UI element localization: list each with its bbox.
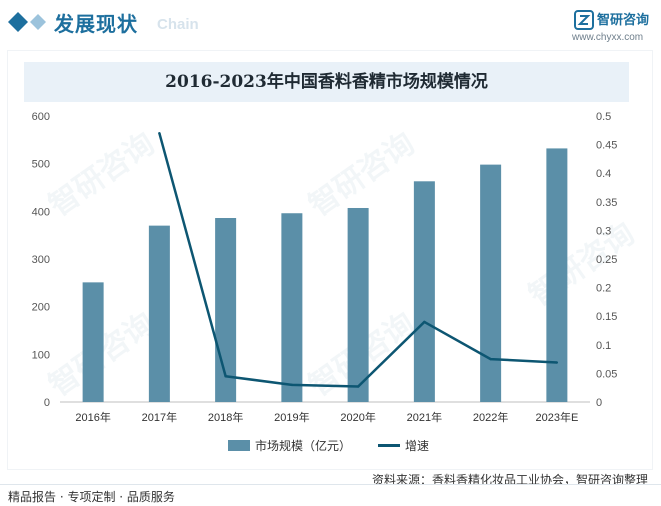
y-left-tick-label: 400 [32, 206, 50, 218]
y-right-tick-label: 0.15 [596, 311, 617, 323]
growth-point [158, 131, 161, 135]
legend-swatch-line [378, 444, 400, 447]
y-left-tick-label: 0 [44, 397, 50, 409]
y-right-tick-label: 0.4 [596, 168, 611, 180]
bar [82, 282, 104, 402]
bar [480, 164, 502, 402]
bar [413, 181, 435, 402]
y-right-tick-label: 0.5 [596, 111, 611, 123]
x-tick-label: 2020年 [340, 410, 375, 424]
y-left-tick-label: 500 [32, 159, 50, 171]
y-left-tick-label: 200 [32, 302, 50, 314]
y-right-tick-label: 0.25 [596, 254, 617, 266]
chart-legend: 市场规模（亿元） 增速 [0, 436, 661, 454]
section-header: 发展现状 Chain 智研咨询 www.chyxx.com [0, 0, 661, 44]
bar [546, 148, 568, 402]
x-tick-label: 2016年 [75, 410, 110, 424]
chart-title: 2016-2023年中国香料香精市场规模情况 [165, 72, 488, 92]
small-diamond-icon [30, 14, 46, 30]
bar [347, 207, 369, 402]
growth-point [290, 383, 294, 387]
source-note: 资料来源：香料香精化妆品工业协会，智研咨询整理 [371, 473, 648, 487]
chart-panel [7, 50, 653, 470]
growth-point [423, 320, 426, 324]
footer-band: 精品报告 · 专项定制 · 品质服务 [0, 484, 661, 506]
y-left-tick-label: 100 [32, 349, 50, 361]
brand-url: www.chyxx.com [572, 32, 644, 43]
x-tick-label: 2017年 [142, 410, 177, 424]
x-tick-label: 2019年 [274, 410, 309, 424]
y-left-tick-label: 300 [32, 254, 50, 266]
legend-swatch-bar [228, 440, 250, 451]
brand-name: 智研咨询 [597, 13, 650, 28]
y-left-tick-label: 600 [32, 111, 50, 123]
legend-label: 市场规模（亿元） [255, 439, 352, 453]
diamond-icon [8, 12, 28, 32]
legend-item-market-size: 市场规模（亿元） [228, 436, 368, 454]
legend-label: 增速 [405, 439, 430, 453]
bar [148, 225, 170, 402]
growth-point [489, 357, 492, 361]
y-right-tick-label: 0.3 [596, 225, 611, 237]
y-right-tick-label: 0.05 [596, 368, 617, 380]
section-title: 发展现状 [54, 12, 138, 36]
y-right-tick-label: 0 [596, 397, 602, 409]
growth-point [555, 361, 559, 364]
x-tick-label: 2021年 [407, 410, 442, 424]
y-right-tick-label: 0.1 [596, 340, 611, 352]
growth-point [356, 385, 360, 388]
x-tick-label: 2022年 [473, 410, 508, 424]
growth-point [224, 375, 227, 378]
brand-logo-icon [574, 10, 594, 30]
y-right-tick-label: 0.35 [596, 197, 617, 209]
y-right-tick-label: 0.2 [596, 283, 611, 295]
x-tick-label: 2023年E [535, 410, 578, 424]
x-tick-label: 2018年 [208, 410, 243, 424]
chart-title-bar: 2016-2023年中国香料香精市场规模情况 [24, 62, 629, 102]
bar [281, 213, 303, 402]
section-subtitle: Chain [157, 16, 199, 33]
legend-item-growth: 增速 [378, 436, 458, 454]
y-right-tick-label: 0.45 [596, 140, 617, 152]
footer-services: 精品报告 · 专项定制 · 品质服务 [8, 490, 175, 504]
